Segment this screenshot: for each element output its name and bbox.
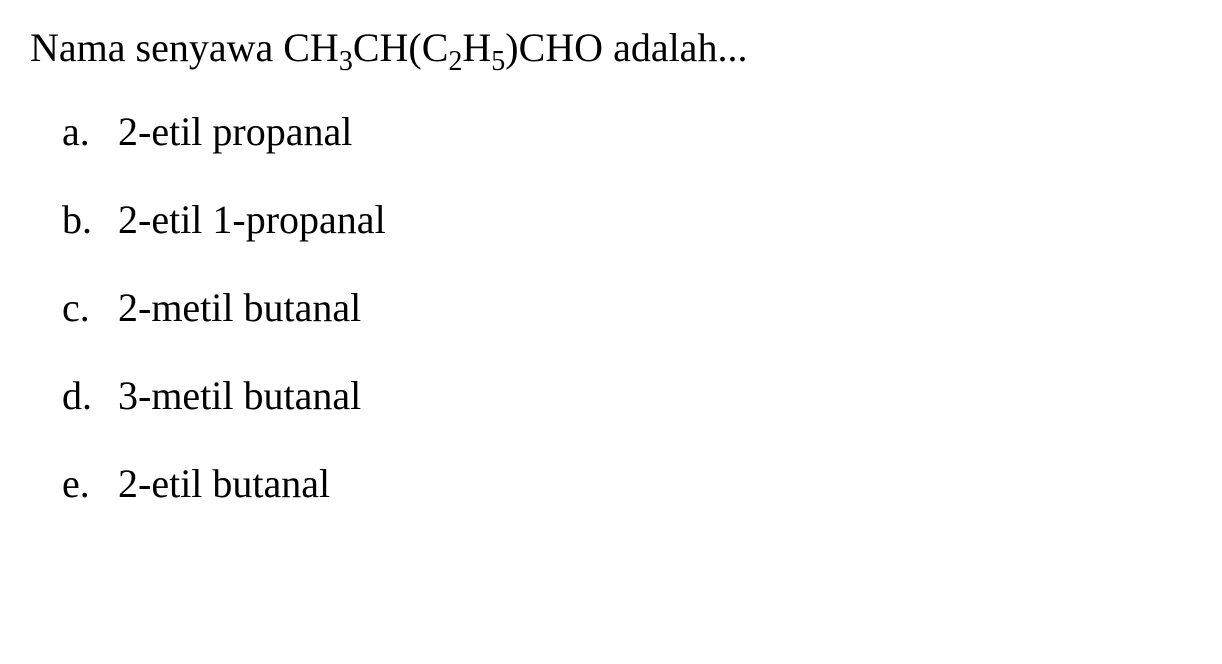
question-prefix: Nama senyawa <box>30 25 283 70</box>
option-c: c. 2-metil butanal <box>62 280 1192 336</box>
option-letter: c. <box>62 280 118 336</box>
formula-s1: 3 <box>339 46 353 77</box>
formula-p1: CH <box>283 25 339 70</box>
option-e: e. 2-etil butanal <box>62 456 1192 512</box>
formula-s3: 5 <box>491 46 505 77</box>
option-text: 3-metil butanal <box>118 368 361 424</box>
options-list: a. 2-etil propanal b. 2-etil 1-propanal … <box>30 104 1192 512</box>
formula-p3: H <box>462 25 491 70</box>
option-letter: a. <box>62 104 118 160</box>
formula-s2: 2 <box>448 46 462 77</box>
option-b: b. 2-etil 1-propanal <box>62 192 1192 248</box>
option-letter: d. <box>62 368 118 424</box>
option-a: a. 2-etil propanal <box>62 104 1192 160</box>
option-d: d. 3-metil butanal <box>62 368 1192 424</box>
option-text: 2-metil butanal <box>118 280 361 336</box>
option-text: 2-etil 1-propanal <box>118 192 386 248</box>
formula-p4: )CHO <box>505 25 603 70</box>
question-suffix: adalah... <box>603 25 747 70</box>
option-letter: e. <box>62 456 118 512</box>
option-letter: b. <box>62 192 118 248</box>
formula-p2: CH(C <box>353 25 449 70</box>
option-text: 2-etil butanal <box>118 456 330 512</box>
option-text: 2-etil propanal <box>118 104 352 160</box>
question-text: Nama senyawa CH3CH(C2H5)CHO adalah... <box>30 20 1192 76</box>
